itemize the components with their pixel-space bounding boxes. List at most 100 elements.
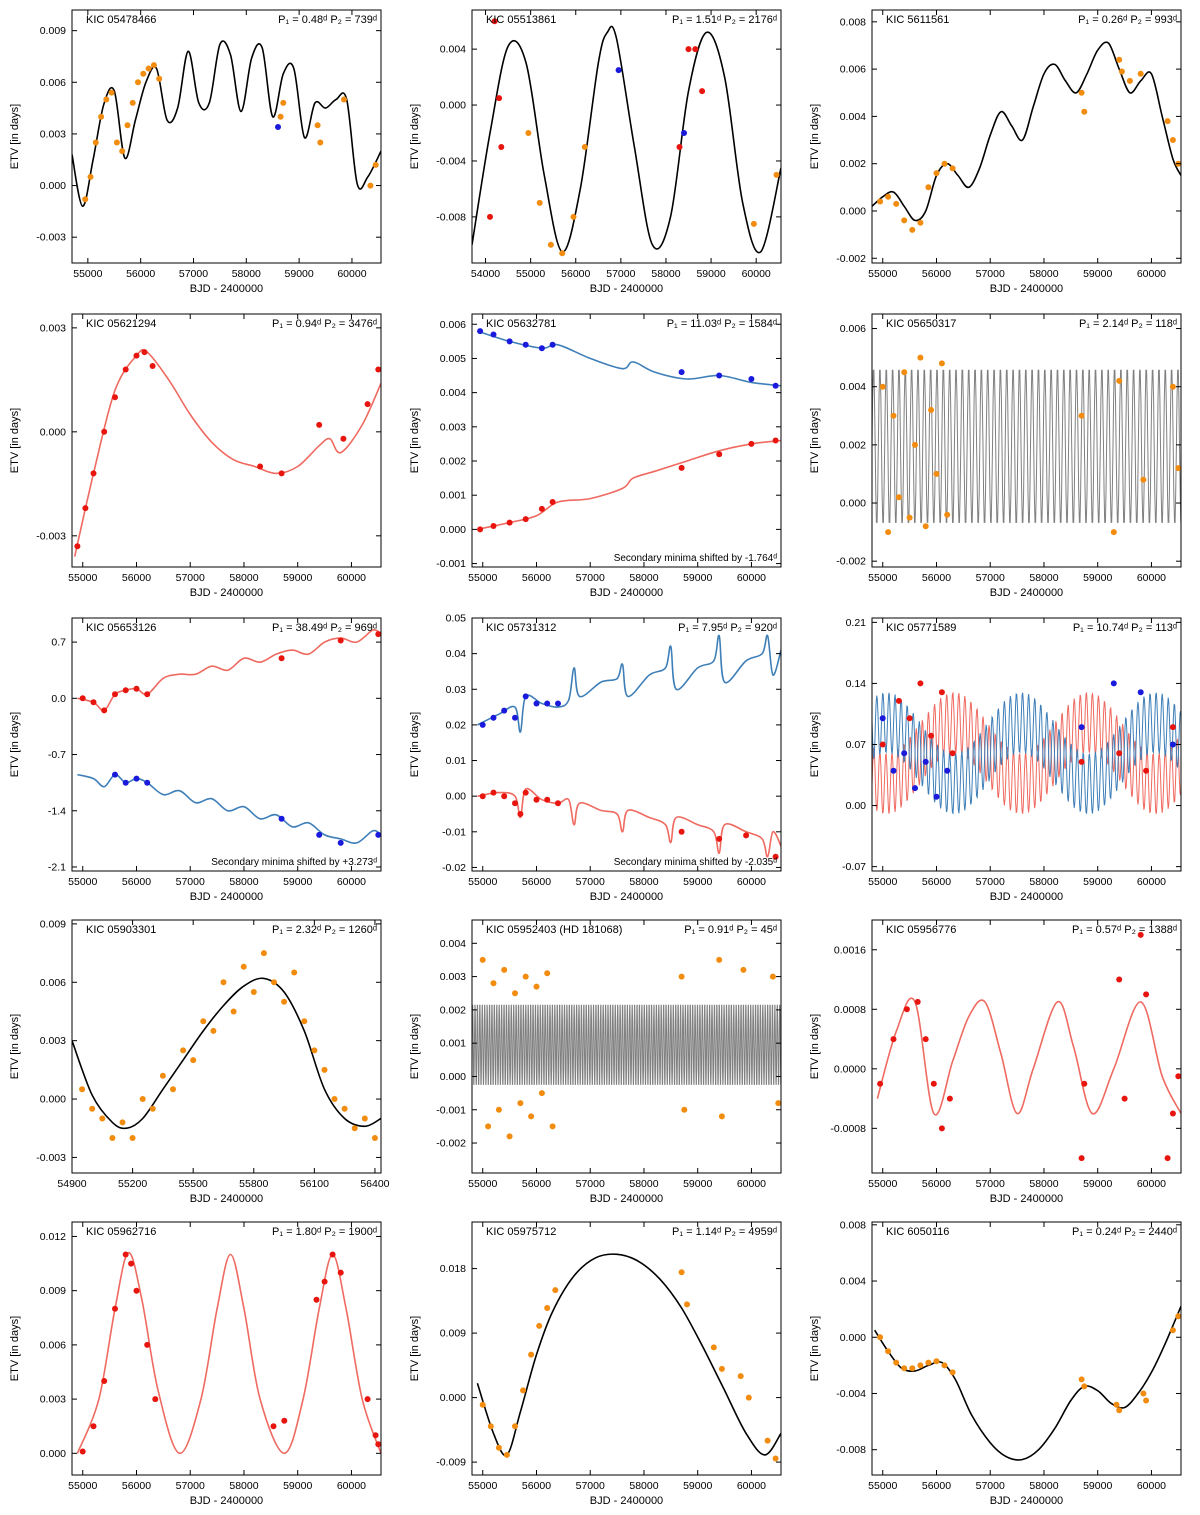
data-point-red xyxy=(1137,931,1144,938)
data-point-red xyxy=(122,687,129,694)
data-point-orange xyxy=(517,1100,524,1107)
data-point-blue xyxy=(555,700,561,707)
etv-chart-svg: 55000 56000 57000 58000 59000 60000 -0.07 0.00 0… xyxy=(809,617,1182,903)
etv-panel-1: 55000 56000 57000 58000 59000 60000 -0.003 0.00… xyxy=(0,0,400,303)
x-tick-label: 56000 xyxy=(922,1480,951,1492)
y-tick-label: 0.05 xyxy=(446,613,467,625)
plot-area xyxy=(876,931,1181,1162)
y-axis-label: ETV [in days] xyxy=(809,1316,821,1381)
data-point-red xyxy=(90,470,97,477)
y-tick-label: 0.009 xyxy=(440,1328,466,1340)
y-tick-label: -0.008 xyxy=(436,211,466,223)
data-point-red xyxy=(101,428,108,435)
y-tick-label: -0.002 xyxy=(436,1138,466,1150)
x-tick-label: 56000 xyxy=(922,1178,951,1190)
y-axis-label: ETV [in days] xyxy=(409,408,421,473)
period-label: P₁ = 1.14ᵈ P₂ = 4959ᵈ xyxy=(672,1226,777,1238)
data-point-blue xyxy=(681,130,687,136)
x-tick-label: 58000 xyxy=(229,876,258,888)
data-point-orange xyxy=(912,441,918,448)
data-point-red xyxy=(257,463,264,470)
y-tick-label: -0.001 xyxy=(436,558,466,570)
x-tick-label: 56000 xyxy=(522,572,551,584)
y-tick-label: 0.02 xyxy=(446,719,467,731)
data-point-orange xyxy=(938,360,945,367)
data-point-orange xyxy=(895,494,902,501)
star-name: KIC 05632781 xyxy=(486,318,556,330)
data-point-red xyxy=(487,213,493,220)
y-tick-label: 0.004 xyxy=(840,111,866,123)
data-point-orange xyxy=(190,1057,197,1064)
etv-chart-svg: 55000 56000 57000 58000 59000 60000 -2.1 -1.4 -0… xyxy=(9,617,382,903)
data-point-orange xyxy=(210,1027,217,1034)
period-label: P₁ = 10.74ᵈ P₂ = 113ᵈ xyxy=(1073,622,1177,634)
x-tick-label: 55200 xyxy=(118,1178,147,1190)
data-point-orange xyxy=(678,973,685,980)
data-point-orange xyxy=(361,1115,368,1122)
y-tick-label: 0.002 xyxy=(840,439,866,451)
data-point-orange xyxy=(775,1100,781,1107)
x-tick-label: 57000 xyxy=(176,1480,205,1492)
etv-chart-svg: 55000 56000 57000 58000 59000 60000 -0.002 -0.0… xyxy=(409,919,782,1205)
etv-chart-svg: 54000 55000 56000 57000 58000 59000 60000 -0.00… xyxy=(409,9,782,295)
y-tick-label: -0.02 xyxy=(442,862,466,874)
model-line xyxy=(476,1253,781,1457)
etv-panel-9: 55000 56000 57000 58000 59000 60000 -0.07 0.00 0… xyxy=(800,608,1200,911)
star-name: KIC 05962716 xyxy=(86,1226,156,1238)
etv-chart-svg: 55000 56000 57000 58000 59000 60000 -0.0008 0.0… xyxy=(809,919,1182,1205)
x-tick-label: 55000 xyxy=(868,1178,897,1190)
data-point-orange xyxy=(549,1123,556,1130)
data-point-blue xyxy=(375,831,381,838)
etv-panel-2: 54000 55000 56000 57000 58000 59000 60000 -0.00… xyxy=(400,0,800,303)
data-point-orange xyxy=(92,139,99,146)
x-tick-label: 58000 xyxy=(229,572,258,584)
data-point-orange xyxy=(893,200,900,207)
plot-frame xyxy=(871,9,1182,264)
data-point-blue xyxy=(506,338,513,345)
data-point-blue xyxy=(879,715,886,722)
x-tick-label: 60000 xyxy=(737,1178,766,1190)
data-point-red xyxy=(678,464,685,471)
data-point-orange xyxy=(877,198,884,205)
x-tick-label: 60000 xyxy=(1137,268,1166,280)
model-line xyxy=(72,40,381,208)
x-tick-label: 57000 xyxy=(576,572,605,584)
y-tick-label: -2.1 xyxy=(48,861,66,873)
x-tick-label: 60000 xyxy=(337,876,366,888)
y-tick-label: 0.003 xyxy=(40,1394,66,1406)
data-point-orange xyxy=(925,184,932,191)
x-tick-label: 58000 xyxy=(651,268,680,280)
y-tick-label: -0.003 xyxy=(36,1152,66,1164)
x-tick-label: 56100 xyxy=(300,1178,329,1190)
data-point-orange xyxy=(681,1106,688,1113)
plot-frame xyxy=(71,617,382,872)
data-point-orange xyxy=(684,1301,690,1308)
data-point-orange xyxy=(909,226,916,233)
plot-frame xyxy=(471,1221,782,1476)
x-tick-label: 59000 xyxy=(1083,268,1112,280)
data-point-blue xyxy=(944,767,951,774)
x-tick-label: 60000 xyxy=(737,1480,766,1492)
data-point-red xyxy=(82,505,89,512)
x-axis-label: BJD - 2400000 xyxy=(190,587,263,599)
star-name: KIC 05650317 xyxy=(886,318,956,330)
data-point-red xyxy=(748,440,755,447)
x-tick-label: 57000 xyxy=(176,876,205,888)
model-line xyxy=(477,330,781,387)
y-tick-label: 0.002 xyxy=(840,158,866,170)
model-line xyxy=(72,977,381,1130)
data-point-orange xyxy=(351,1125,358,1132)
etv-panel-14: 55000 56000 57000 58000 59000 60000 -0.009 0.00… xyxy=(400,1212,800,1515)
x-axis-label: BJD - 2400000 xyxy=(990,587,1063,599)
model-line xyxy=(477,787,781,858)
data-point-orange xyxy=(1078,89,1085,96)
etv-panel-4: 55000 56000 57000 58000 59000 60000 -0.003 0.00… xyxy=(0,304,400,607)
data-point-red xyxy=(877,1080,884,1087)
data-point-orange xyxy=(772,1455,779,1462)
y-tick-label: 0.07 xyxy=(846,739,867,751)
model-line-lightred xyxy=(872,691,1181,814)
shift-annotation: Secondary minima shifted by +3.273ᵈ xyxy=(211,857,377,868)
data-point-red xyxy=(522,789,529,796)
x-tick-label: 59000 xyxy=(683,1480,712,1492)
x-tick-label: 55000 xyxy=(68,572,97,584)
